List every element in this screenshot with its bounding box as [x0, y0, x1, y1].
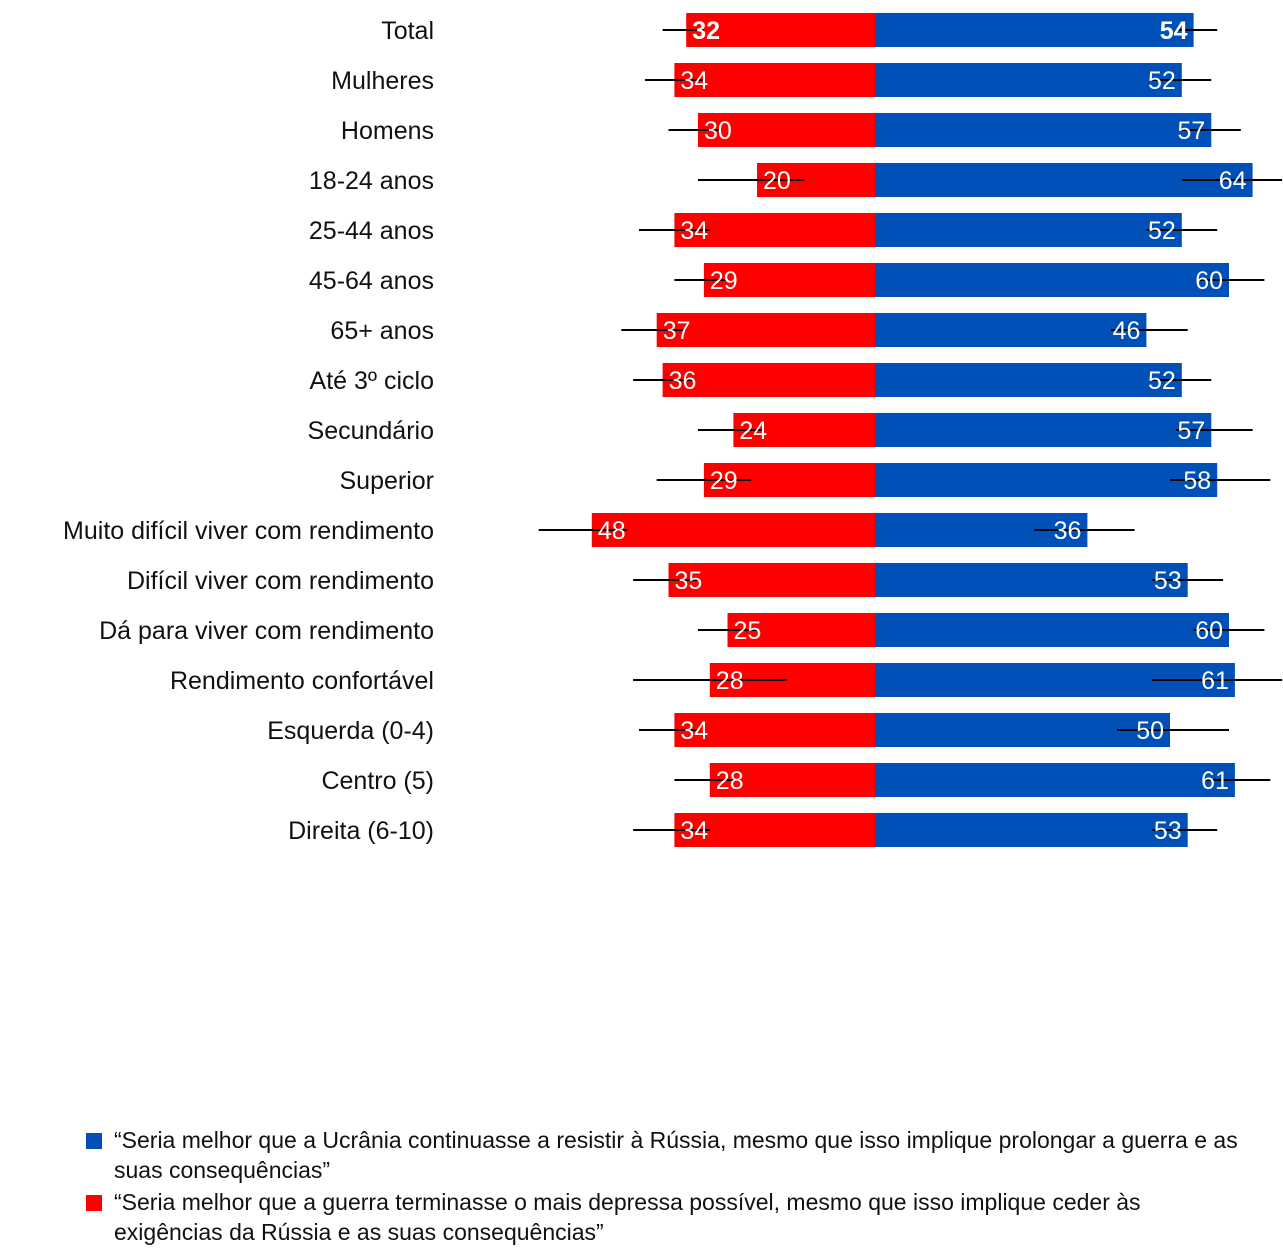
- data-label-resist: 46: [1113, 317, 1141, 345]
- category-label: Secundário: [308, 417, 434, 445]
- bar-resist: [875, 63, 1182, 97]
- bar-resist: [875, 363, 1182, 397]
- bar-end-war: [698, 113, 875, 147]
- category-label: Esquerda (0-4): [267, 717, 434, 745]
- category-label: Difícil viver com rendimento: [127, 567, 434, 595]
- data-label-end-war: 34: [680, 67, 708, 95]
- data-label-end-war: 29: [710, 267, 738, 295]
- data-label-end-war: 29: [710, 467, 738, 495]
- data-label-end-war: 48: [598, 517, 626, 545]
- category-label: Total: [381, 17, 434, 45]
- category-label: Dá para viver com rendimento: [99, 617, 434, 645]
- data-label-resist: 58: [1183, 467, 1211, 495]
- category-label: Mulheres: [331, 67, 434, 95]
- data-label-end-war: 28: [716, 767, 744, 795]
- legend-swatch-end-war: [86, 1195, 102, 1211]
- bar-resist: [875, 13, 1194, 47]
- bar-resist: [875, 813, 1188, 847]
- data-label-end-war: 32: [692, 17, 720, 45]
- data-label-end-war: 36: [669, 367, 697, 395]
- data-label-resist: 61: [1201, 667, 1229, 695]
- data-label-end-war: 20: [763, 167, 791, 195]
- data-label-end-war: 30: [704, 117, 732, 145]
- data-label-end-war: 35: [675, 567, 703, 595]
- data-label-end-war: 37: [663, 317, 691, 345]
- data-label-end-war: 24: [739, 417, 767, 445]
- category-label: 65+ anos: [330, 317, 434, 345]
- legend-swatch-resist: [86, 1133, 102, 1149]
- bar-resist: [875, 413, 1212, 447]
- data-label-end-war: 25: [734, 617, 762, 645]
- data-label-end-war: 34: [680, 217, 708, 245]
- bar-resist: [875, 113, 1212, 147]
- data-label-resist: 64: [1219, 167, 1247, 195]
- data-label-resist: 53: [1154, 817, 1182, 845]
- data-label-resist: 52: [1148, 217, 1176, 245]
- bar-end-war: [668, 563, 875, 597]
- data-label-end-war: 28: [716, 667, 744, 695]
- data-label-resist: 57: [1177, 417, 1205, 445]
- bar-resist: [875, 463, 1218, 497]
- legend-label-end-war: “Seria melhor que a guerra terminasse o …: [114, 1189, 1141, 1245]
- data-label-resist: 53: [1154, 567, 1182, 595]
- category-label: Superior: [340, 467, 435, 495]
- data-label-resist: 60: [1195, 617, 1223, 645]
- category-label: 18-24 anos: [309, 167, 434, 195]
- bar-end-war: [703, 263, 875, 297]
- data-label-resist: 61: [1201, 767, 1229, 795]
- bar-end-war: [662, 363, 875, 397]
- bar-resist: [875, 263, 1229, 297]
- bar-end-war: [686, 13, 875, 47]
- bar-resist: [875, 613, 1229, 647]
- data-label-resist: 52: [1148, 367, 1176, 395]
- bar-end-war: [674, 713, 875, 747]
- bar-end-war: [656, 313, 875, 347]
- bar-resist: [875, 763, 1235, 797]
- bar-resist: [875, 213, 1182, 247]
- category-label: Rendimento confortável: [170, 667, 434, 695]
- data-label-end-war: 34: [680, 817, 708, 845]
- data-label-resist: 54: [1160, 17, 1188, 45]
- data-label-resist: 60: [1195, 267, 1223, 295]
- bar-resist: [875, 313, 1147, 347]
- data-label-resist: 52: [1148, 67, 1176, 95]
- data-label-end-war: 34: [680, 717, 708, 745]
- data-label-resist: 36: [1054, 517, 1082, 545]
- bar-end-war: [709, 763, 875, 797]
- category-label: Homens: [341, 117, 434, 145]
- category-label: Até 3º ciclo: [310, 367, 434, 395]
- data-label-resist: 50: [1136, 717, 1164, 745]
- bar-end-war: [674, 63, 875, 97]
- legend-item-end-war: “Seria melhor que a guerra terminasse o …: [86, 1187, 1246, 1247]
- diverging-bar-chart: Total 32 54 Mulheres 34 52 Homens 30 57 18-24 ano…: [63, 13, 1283, 847]
- category-label: Direita (6-10): [288, 817, 434, 845]
- category-label: 45-64 anos: [309, 267, 434, 295]
- data-label-resist: 57: [1177, 117, 1205, 145]
- bar-resist: [875, 563, 1188, 597]
- legend-label-resist: “Seria melhor que a Ucrânia continuasse …: [114, 1127, 1238, 1183]
- category-label: Centro (5): [321, 767, 434, 795]
- legend-item-resist: “Seria melhor que a Ucrânia continuasse …: [86, 1125, 1246, 1185]
- bar-end-war: [591, 513, 875, 547]
- legend: “Seria melhor que a Ucrânia continuasse …: [86, 1125, 1246, 1247]
- category-label: 25-44 anos: [309, 217, 434, 245]
- category-label: Muito difícil viver com rendimento: [63, 517, 434, 545]
